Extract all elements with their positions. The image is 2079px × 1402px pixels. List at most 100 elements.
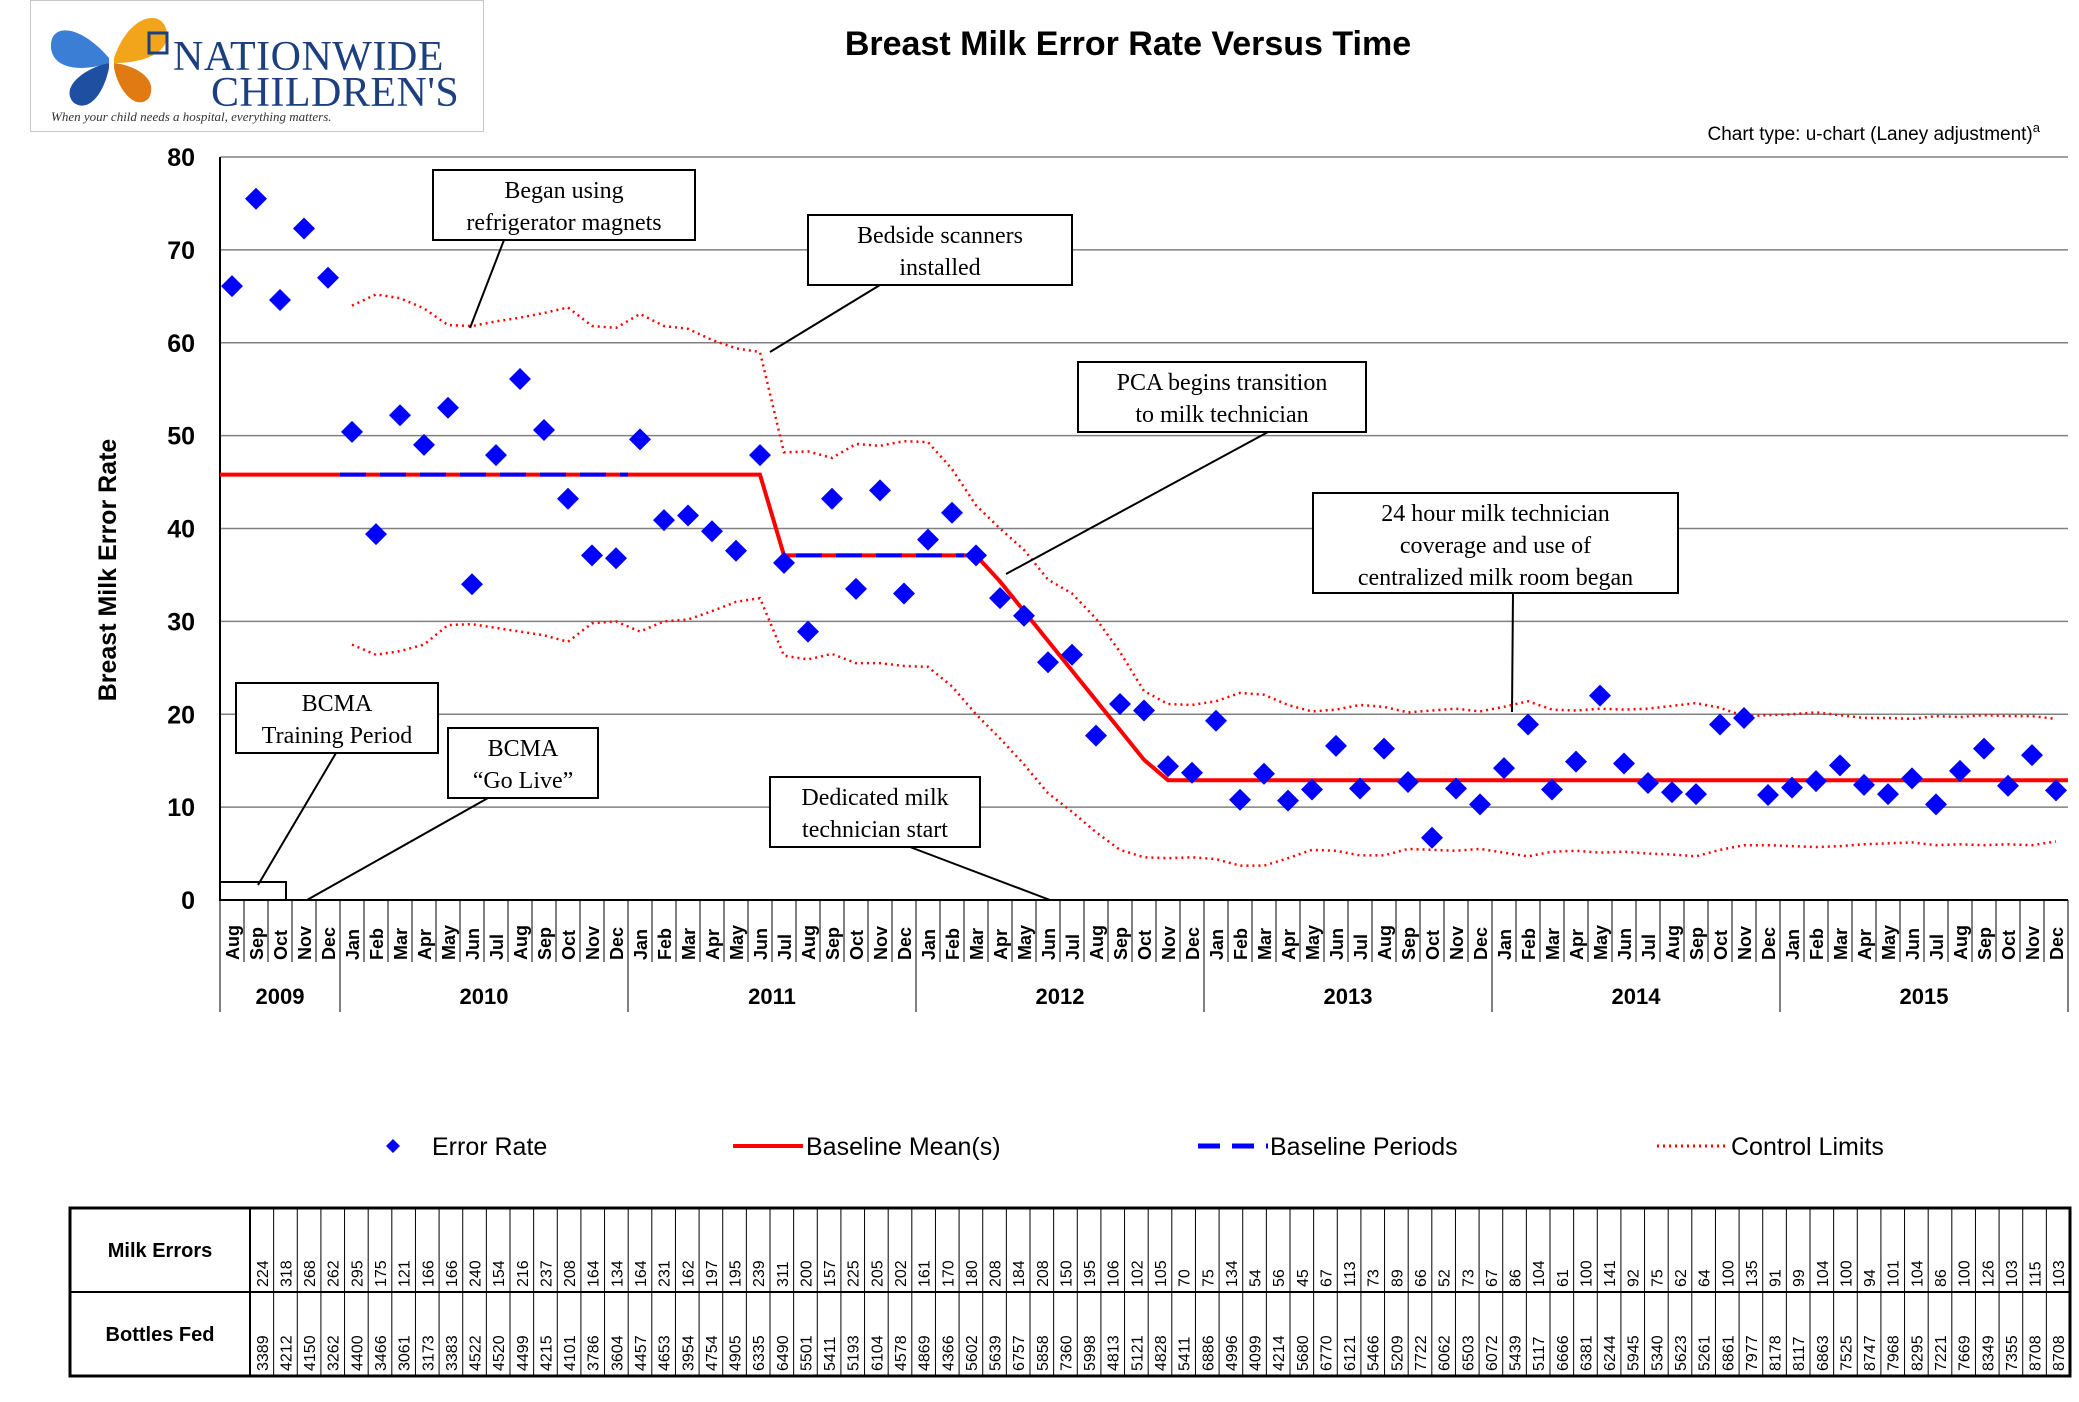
month-label: Aug bbox=[511, 925, 531, 960]
month-label: Sep bbox=[823, 927, 843, 960]
error-rate-point bbox=[1589, 684, 1611, 707]
table-cell: 121 bbox=[397, 1260, 414, 1287]
month-label: Sep bbox=[1687, 927, 1707, 960]
table-cell: 5680 bbox=[1295, 1335, 1312, 1371]
error-rate-point bbox=[1637, 771, 1659, 794]
annotation-text: BCMA bbox=[488, 736, 559, 762]
month-label: Jun bbox=[1903, 928, 1923, 960]
table-cell: 262 bbox=[326, 1260, 343, 1287]
table-cell: 7722 bbox=[1413, 1335, 1430, 1371]
chart-title: Breast Milk Error Rate Versus Time bbox=[845, 25, 1411, 63]
table-cell: 5639 bbox=[988, 1335, 1005, 1371]
table-cell: 5261 bbox=[1697, 1335, 1714, 1371]
table-cell: 4400 bbox=[349, 1335, 366, 1371]
month-label: Aug bbox=[223, 925, 243, 960]
table-cell: 5858 bbox=[1035, 1335, 1052, 1371]
error-rate-point bbox=[1997, 774, 2019, 797]
month-label: Oct bbox=[1711, 930, 1731, 960]
error-rate-point bbox=[965, 544, 987, 567]
error-rate-point bbox=[1373, 737, 1395, 760]
error-rate-point bbox=[1517, 713, 1539, 736]
table-cell: 7360 bbox=[1058, 1335, 1075, 1371]
y-tick-label: 30 bbox=[167, 608, 195, 636]
error-rate-point bbox=[293, 217, 315, 240]
annotation-text: PCA begins transition bbox=[1117, 370, 1328, 396]
month-label: Apr bbox=[1567, 929, 1587, 960]
table-cell: 3262 bbox=[326, 1335, 343, 1371]
error-rate-point bbox=[1685, 783, 1707, 806]
table-cell: 7977 bbox=[1744, 1335, 1761, 1371]
month-label: Sep bbox=[535, 927, 555, 960]
error-rate-point bbox=[2021, 744, 2043, 767]
table-cell: 56 bbox=[1271, 1269, 1288, 1287]
month-label: Jun bbox=[751, 928, 771, 960]
month-label: Nov bbox=[583, 926, 603, 960]
table-cell: 4101 bbox=[562, 1335, 579, 1371]
table-cell: 100 bbox=[1720, 1260, 1737, 1287]
baseline-mean-lines bbox=[220, 472, 2068, 783]
table-cell: 6244 bbox=[1602, 1335, 1619, 1371]
table-cell: 4520 bbox=[491, 1335, 508, 1371]
table-cell: 7355 bbox=[2004, 1335, 2021, 1371]
month-label: Jan bbox=[1207, 929, 1227, 960]
annotation-leader bbox=[1005, 431, 1269, 575]
annotation-leader bbox=[469, 239, 505, 329]
table-cell: 6503 bbox=[1460, 1335, 1477, 1371]
table-cell: 73 bbox=[1366, 1269, 1383, 1287]
error-rate-point bbox=[1805, 770, 1827, 793]
error-rate-point bbox=[1253, 762, 1275, 785]
table-cell: 99 bbox=[1791, 1269, 1808, 1287]
annotation: BCMA Training Period bbox=[235, 682, 439, 886]
table-cell: 141 bbox=[1602, 1260, 1619, 1287]
month-label: Feb bbox=[655, 928, 675, 960]
table-cell: 4996 bbox=[1224, 1335, 1241, 1371]
month-label: Oct bbox=[559, 930, 579, 960]
error-rate-point bbox=[509, 367, 531, 390]
table-cell: 3604 bbox=[609, 1335, 626, 1371]
error-rate-point bbox=[1469, 793, 1491, 816]
annotation-leader bbox=[1511, 592, 1514, 713]
table-cell: 94 bbox=[1862, 1269, 1879, 1287]
error-rate-point bbox=[1829, 754, 1851, 777]
error-rate-point bbox=[605, 547, 627, 570]
error-rate-point bbox=[365, 523, 387, 546]
month-label: Mar bbox=[391, 928, 411, 960]
table-cell: 175 bbox=[373, 1260, 390, 1287]
table-cell: 4578 bbox=[893, 1335, 910, 1371]
error-rate-point bbox=[1445, 777, 1467, 800]
table-cell: 216 bbox=[515, 1260, 532, 1287]
table-cell: 135 bbox=[1744, 1260, 1761, 1287]
annotation-text: 24 hour milk technician bbox=[1381, 501, 1610, 527]
annotation: 24 hour milk technician coverage and use … bbox=[1312, 492, 1679, 713]
table-cell: 8117 bbox=[1791, 1336, 1808, 1371]
month-label: Dec bbox=[895, 927, 915, 960]
month-label: Mar bbox=[679, 928, 699, 960]
table-cell: 6062 bbox=[1437, 1335, 1454, 1371]
table-cell: 101 bbox=[1886, 1260, 1903, 1287]
legend: Error Rate Baseline Mean(s) Baseline Perio… bbox=[386, 1133, 1884, 1161]
table-cell: 4813 bbox=[1106, 1335, 1123, 1371]
error-rate-point bbox=[413, 433, 435, 456]
table-cell: 6757 bbox=[1011, 1335, 1028, 1371]
table-cell: 3061 bbox=[397, 1335, 414, 1371]
table-cell: 5193 bbox=[846, 1335, 863, 1371]
annotation: BCMA “Go Live” bbox=[306, 727, 599, 901]
error-rate-points bbox=[221, 187, 2067, 849]
annotation: Dedicated milk technician start bbox=[769, 776, 1051, 901]
table-cell: 103 bbox=[2004, 1260, 2021, 1287]
table-cell: 164 bbox=[586, 1260, 603, 1287]
table-cell: 8178 bbox=[1768, 1335, 1785, 1371]
table-cell: 86 bbox=[1933, 1269, 1950, 1287]
table-cell: 162 bbox=[680, 1260, 697, 1287]
table-cell: 184 bbox=[1011, 1260, 1028, 1287]
error-rate-point bbox=[269, 289, 291, 312]
month-label: Feb bbox=[943, 928, 963, 960]
annotation: PCA begins transition to milk technician bbox=[1005, 361, 1367, 575]
table-cell: 66 bbox=[1413, 1269, 1430, 1287]
month-label: Jan bbox=[343, 929, 363, 960]
table-cell: 75 bbox=[1200, 1269, 1217, 1287]
table-cell: 134 bbox=[609, 1260, 626, 1287]
month-label: Jun bbox=[1615, 928, 1635, 960]
month-label: Apr bbox=[991, 929, 1011, 960]
error-rate-point bbox=[1229, 788, 1251, 811]
